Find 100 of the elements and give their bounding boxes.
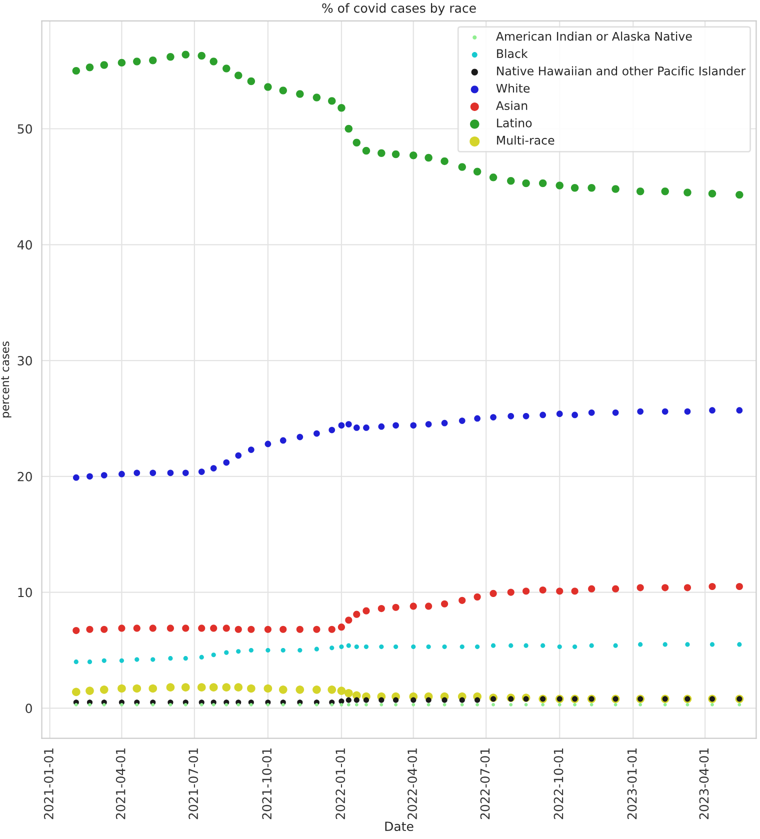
y-tick-label: 40: [17, 240, 32, 250]
point: [442, 644, 447, 650]
point: [339, 644, 344, 650]
point: [181, 683, 190, 692]
point: [588, 585, 596, 592]
point: [248, 446, 254, 453]
x-tick-label: 2021-01-01: [44, 748, 54, 820]
point: [524, 643, 528, 648]
point: [281, 703, 285, 706]
point: [441, 600, 448, 608]
point: [354, 644, 359, 650]
point: [223, 459, 230, 466]
point: [685, 642, 690, 647]
point: [72, 627, 80, 634]
point: [362, 607, 370, 614]
point: [279, 86, 287, 94]
point: [182, 50, 190, 58]
x-tick-label: 2021-04-01: [116, 748, 126, 820]
point: [280, 437, 286, 444]
point: [312, 94, 321, 102]
point: [149, 56, 157, 64]
point: [224, 703, 228, 706]
point: [72, 688, 80, 696]
point: [662, 408, 668, 415]
point: [296, 90, 304, 98]
point: [222, 624, 230, 632]
point: [736, 582, 743, 590]
point: [135, 703, 139, 706]
point: [507, 177, 515, 185]
point: [354, 703, 358, 706]
legend-label: Multi-race: [497, 136, 554, 145]
point: [458, 163, 466, 171]
point: [590, 703, 594, 706]
point: [588, 184, 596, 192]
point: [247, 77, 256, 86]
point: [100, 472, 108, 478]
point: [264, 440, 272, 448]
point: [684, 188, 692, 196]
point: [460, 644, 464, 650]
point: [200, 703, 204, 706]
y-tick-label: 10: [18, 588, 32, 598]
y-axis-title: percent cases: [1, 341, 12, 418]
point: [425, 421, 432, 428]
point: [411, 644, 416, 650]
point: [353, 610, 360, 618]
point: [313, 626, 320, 633]
point: [236, 649, 241, 654]
point: [442, 703, 446, 706]
y-tick-label: 50: [18, 124, 32, 134]
x-axis-title: Date: [385, 822, 414, 832]
point: [168, 703, 172, 706]
point: [249, 703, 253, 706]
x-tick-label: 2022-04-01: [408, 748, 418, 820]
point: [509, 703, 513, 706]
point: [328, 626, 336, 633]
point: [264, 83, 272, 91]
point: [364, 644, 369, 650]
point: [266, 648, 270, 653]
point: [663, 703, 667, 706]
point: [198, 468, 205, 475]
point: [738, 703, 742, 706]
point: [150, 470, 156, 476]
point: [234, 683, 243, 692]
point: [708, 582, 716, 590]
point: [248, 626, 255, 633]
point: [352, 138, 361, 147]
point: [710, 703, 714, 706]
point: [298, 703, 302, 706]
point: [198, 624, 206, 632]
point: [148, 684, 158, 693]
point: [736, 190, 744, 199]
point: [522, 412, 530, 420]
x-tick-label: 2021-10-01: [262, 748, 272, 820]
point: [571, 588, 578, 595]
point: [337, 686, 346, 695]
point: [492, 703, 495, 706]
point: [296, 685, 304, 694]
point: [538, 179, 547, 188]
point: [490, 696, 496, 702]
point: [475, 644, 480, 650]
point: [613, 643, 618, 648]
x-tick-label: 2022-01-01: [336, 748, 346, 820]
point: [380, 703, 384, 706]
point: [410, 697, 416, 703]
point: [425, 602, 432, 610]
point: [86, 473, 93, 480]
point: [614, 703, 618, 706]
point: [100, 626, 108, 633]
point: [392, 150, 400, 158]
point: [133, 58, 141, 66]
point: [458, 596, 466, 604]
point: [102, 658, 106, 663]
point: [540, 643, 546, 648]
point: [210, 58, 218, 66]
point: [264, 626, 272, 633]
legend-label: Native Hawaiian and other Pacific Islander: [497, 66, 746, 76]
point: [266, 703, 270, 706]
point: [636, 187, 644, 196]
point: [88, 703, 92, 706]
point: [378, 423, 385, 430]
